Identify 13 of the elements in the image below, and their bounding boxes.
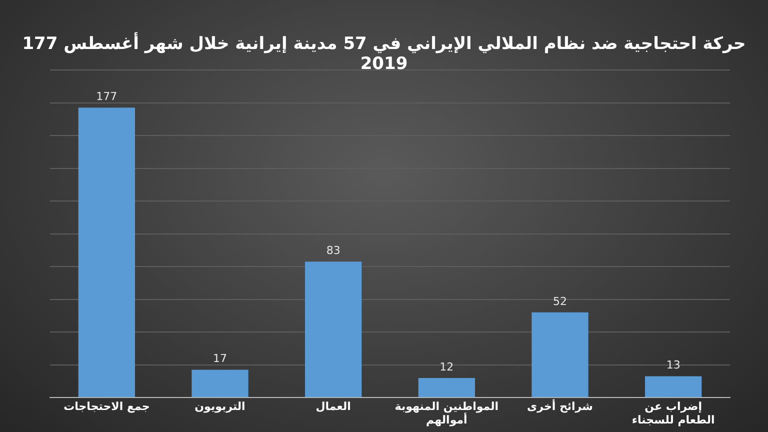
x-tick-label: التربويون (194, 400, 246, 414)
data-label: 83 (326, 244, 340, 258)
x-tick-label: العمال (316, 400, 351, 414)
data-label: 12 (440, 360, 454, 374)
chart-title: 177 حركة احتجاجية ضد نظام الملالي الإيراني في 57 مدينة إيرانية خلال شهر أغسطس 2019 (21, 34, 747, 74)
data-label: 13 (666, 358, 680, 372)
data-label: 177 (96, 90, 118, 104)
x-tick-label: المواطنين المنهوبة أموالهم (394, 400, 499, 426)
data-label: 17 (213, 352, 227, 366)
data-label: 52 (553, 294, 567, 308)
x-tick-label: جمع الاحتجاجات (64, 400, 150, 414)
x-tick-label: إضراب عن الطعام للسجناء (632, 400, 715, 426)
x-tick-label: شرائح أخرى (527, 399, 593, 414)
